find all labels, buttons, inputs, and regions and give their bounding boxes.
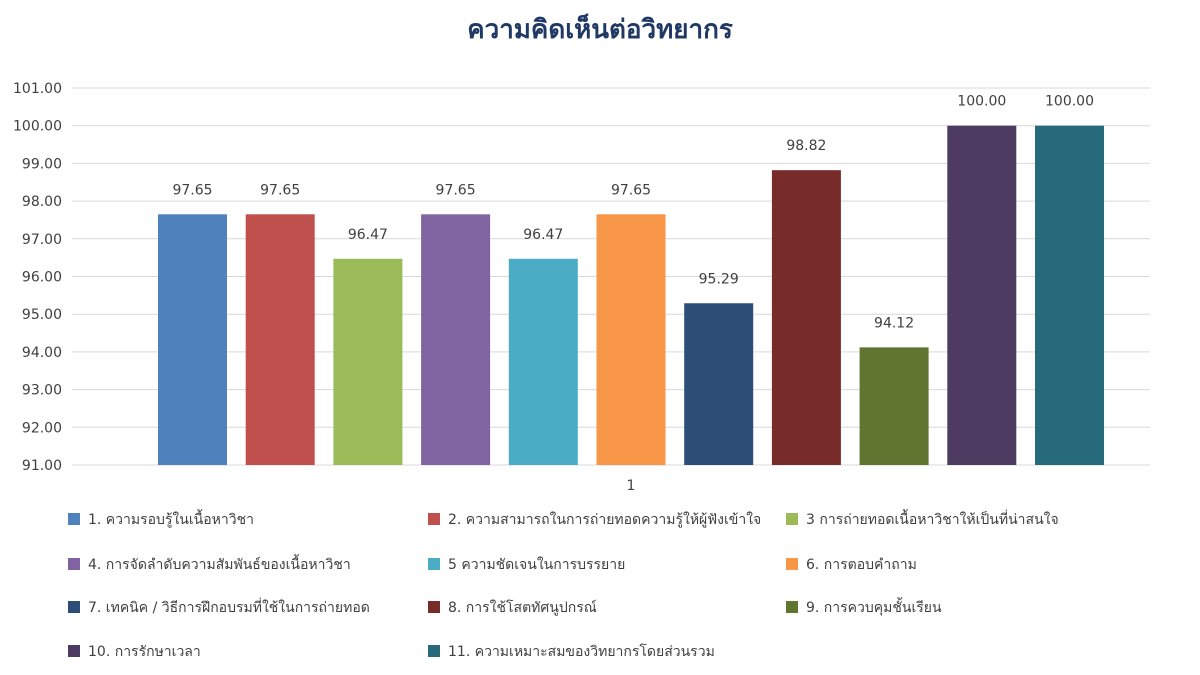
legend-swatch	[786, 513, 798, 525]
data-label: 98.82	[786, 138, 826, 154]
y-tick-label: 101.00	[13, 81, 62, 97]
legend-swatch	[428, 645, 440, 657]
legend-label: 6. การตอบคำถาม	[806, 557, 917, 573]
y-axis: 91.00 92.00 93.00 94.00 95.00 96.00 97.00 98.00…	[13, 81, 62, 474]
legend-swatch	[428, 601, 440, 613]
legend-label: 2. ความสามารถในการถ่ายทอดความรู้ให้ผู้ฟั…	[448, 511, 761, 528]
data-label: 94.12	[874, 315, 914, 331]
y-tick-label: 98.00	[22, 194, 62, 210]
data-label: 97.65	[172, 182, 212, 198]
legend-label: 7. เทคนิค / วิธีการฝึกอบรมที่ใช้ในการถ่า…	[88, 598, 370, 616]
bar	[508, 258, 578, 465]
legend-label: 5 ความชัดเจนในการบรรยาย	[448, 556, 625, 573]
data-label: 100.00	[957, 94, 1006, 110]
bar-group	[158, 125, 1104, 465]
y-tick-label: 100.00	[13, 119, 62, 135]
bar	[245, 214, 315, 465]
bar	[684, 303, 754, 465]
legend: 1. ความรอบรู้ในเนื้อหาวิชา 2. ความสามารถใ…	[68, 509, 1059, 660]
data-label: 96.47	[523, 227, 563, 243]
y-tick-label: 99.00	[22, 156, 62, 172]
legend-swatch	[68, 513, 80, 525]
bar	[859, 347, 929, 465]
y-tick-label: 91.00	[22, 458, 62, 474]
chart-title: ความคิดเห็นต่อวิทยากร	[467, 13, 733, 45]
bar	[158, 214, 227, 465]
data-labels: 97.65 97.65 96.47 97.65 96.47 97.65 95.29 98.82…	[172, 94, 1094, 332]
bar	[1035, 125, 1104, 465]
data-label: 100.00	[1045, 94, 1094, 110]
data-label: 97.65	[260, 182, 300, 198]
legend-swatch	[786, 558, 798, 570]
legend-label: 8. การใช้โสตทัศนูปกรณ์	[448, 599, 597, 616]
x-axis: 1	[627, 478, 636, 494]
legend-swatch	[68, 601, 80, 613]
legend-label: 1. ความรอบรู้ในเนื้อหาวิชา	[88, 509, 254, 528]
legend-label: 4. การจัดลำดับความสัมพันธ์ของเนื้อหาวิชา	[88, 554, 351, 573]
bar	[333, 258, 403, 465]
data-label: 97.65	[611, 182, 651, 198]
legend-swatch	[68, 645, 80, 657]
y-tick-label: 96.00	[22, 270, 62, 286]
y-tick-label: 94.00	[22, 345, 62, 361]
legend-label: 11. ความเหมาะสมของวิทยากรโดยส่วนรวม	[448, 643, 715, 660]
data-label: 95.29	[699, 271, 739, 287]
data-label: 97.65	[436, 182, 476, 198]
legend-label: 9. การควบคุมชั้นเรียน	[806, 597, 942, 616]
y-tick-label: 97.00	[22, 232, 62, 248]
legend-label: 3 การถ่ายทอดเนื้อหาวิชาให้เป็นที่น่าสนใจ	[806, 509, 1059, 528]
legend-label: 10. การรักษาเวลา	[88, 644, 201, 660]
y-tick-label: 93.00	[22, 383, 62, 399]
legend-swatch	[428, 513, 440, 525]
y-tick-label: 92.00	[22, 420, 62, 436]
legend-swatch	[428, 558, 440, 570]
y-tick-label: 95.00	[22, 307, 62, 323]
bar	[771, 170, 841, 465]
data-label: 96.47	[348, 227, 388, 243]
bar	[421, 214, 491, 465]
x-tick-label: 1	[627, 478, 636, 494]
bar	[596, 214, 666, 465]
bar	[947, 125, 1017, 465]
legend-swatch	[68, 558, 80, 570]
legend-swatch	[786, 601, 798, 613]
